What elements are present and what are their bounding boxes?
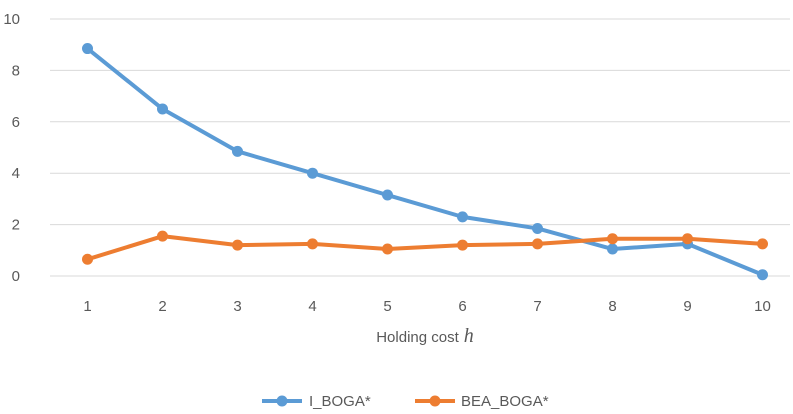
x-tick-label: 2 <box>158 298 166 315</box>
data-point <box>607 243 618 255</box>
data-point <box>82 253 93 265</box>
data-point <box>682 233 693 245</box>
legend-item: I_BOGA* <box>262 393 371 410</box>
x-tick-label: 4 <box>308 298 316 315</box>
x-axis-title-text: Holding cost <box>376 329 459 346</box>
data-point <box>82 43 93 55</box>
x-tick-label: 7 <box>533 298 541 315</box>
legend-label: BEA_BOGA* <box>461 393 549 410</box>
legend: I_BOGA* BEA_BOGA* <box>262 393 549 410</box>
gridlines <box>50 18 790 277</box>
x-tick-label: 1 <box>83 298 91 315</box>
data-point <box>757 238 768 250</box>
data-point <box>532 222 543 234</box>
data-point <box>157 230 168 242</box>
y-tick-label: 4 <box>12 165 20 182</box>
series-group <box>82 43 768 281</box>
series-1 <box>82 230 768 265</box>
data-point <box>457 211 468 223</box>
x-tick-label: 8 <box>608 298 616 315</box>
x-tick-label: 3 <box>233 298 241 315</box>
legend-item: BEA_BOGA* <box>415 393 549 410</box>
data-point <box>307 167 318 179</box>
data-point <box>532 238 543 250</box>
data-point <box>757 269 768 281</box>
data-point <box>232 145 243 157</box>
x-axis-title-variable: h <box>464 325 474 347</box>
x-tick-label: 5 <box>383 298 391 315</box>
data-point <box>382 189 393 201</box>
series-0 <box>82 43 768 281</box>
legend-swatch-marker <box>429 395 441 407</box>
legend-swatch-marker <box>276 395 288 407</box>
y-tick-label: 6 <box>12 114 20 131</box>
data-point <box>382 243 393 255</box>
legend-label: I_BOGA* <box>309 393 371 410</box>
x-axis-title: Holding cost h <box>376 325 474 347</box>
x-tick-label: 9 <box>683 298 691 315</box>
data-point <box>457 239 468 251</box>
data-point <box>232 239 243 251</box>
data-point <box>307 238 318 250</box>
y-tick-label: 8 <box>12 62 20 79</box>
x-tick-label: 10 <box>754 298 771 315</box>
x-tick-label: 6 <box>458 298 466 315</box>
y-tick-label: 0 <box>12 268 20 285</box>
series-line <box>85 234 765 262</box>
y-tick-label: 2 <box>12 217 20 234</box>
y-axis-tick-labels: 0 2 4 6 8 10 <box>3 11 20 285</box>
data-point <box>607 233 618 245</box>
x-axis-tick-labels: 1 2 3 4 5 6 7 8 9 10 <box>83 298 771 315</box>
y-tick-label: 10 <box>3 11 20 28</box>
series-line <box>85 46 765 277</box>
data-point <box>157 103 168 115</box>
